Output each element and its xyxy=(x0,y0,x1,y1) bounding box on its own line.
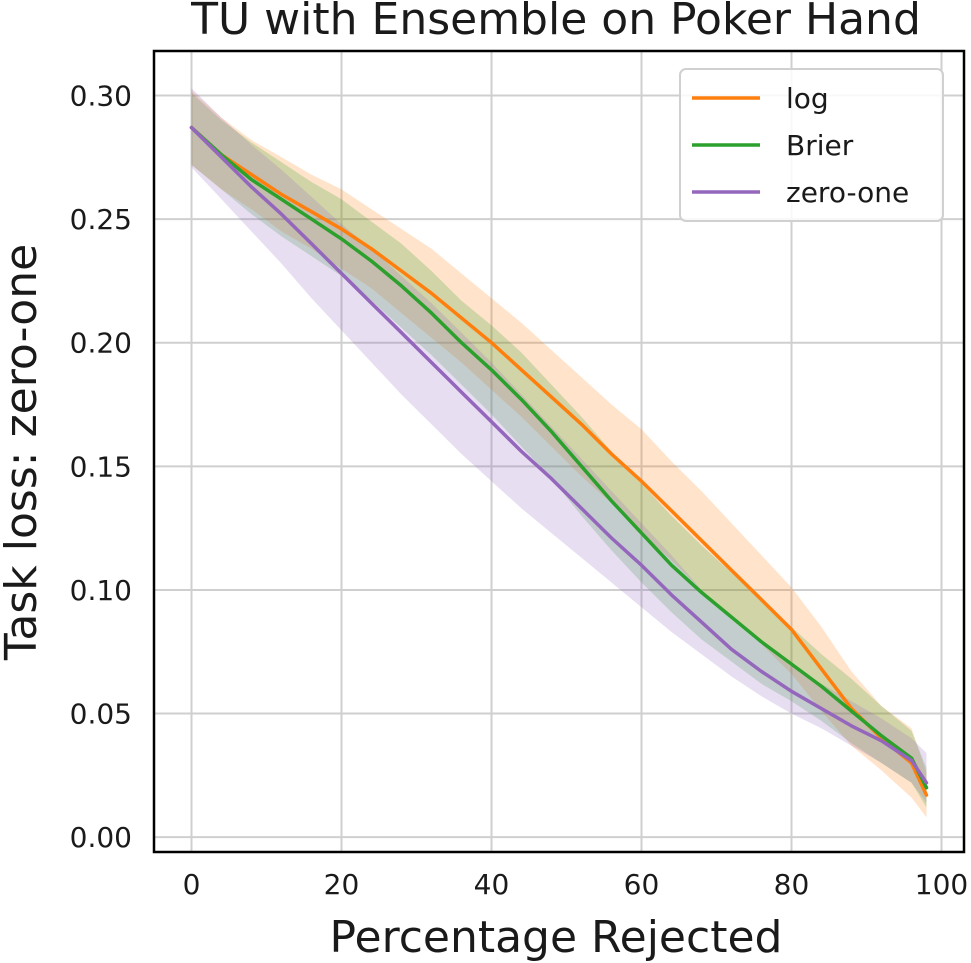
x-tick-label: 80 xyxy=(774,868,810,901)
confidence-band-Brier xyxy=(191,93,927,808)
x-axis-title: Percentage Rejected xyxy=(330,912,783,963)
plot-frame xyxy=(152,49,966,854)
confidence-bands xyxy=(191,88,927,818)
y-tick-label: 0.00 xyxy=(70,821,132,854)
series-lines xyxy=(189,125,929,797)
x-tick-label: 0 xyxy=(183,868,201,901)
chart-title: TU with Ensemble on Poker Hand xyxy=(190,0,921,45)
x-tick-label: 100 xyxy=(915,868,968,901)
series-line-zero-one xyxy=(189,125,929,785)
legend-label: Brier xyxy=(786,129,854,162)
y-axis-ticks: 0.00 0.05 0.10 0.15 0.20 0.25 0.30 xyxy=(70,80,132,855)
series-line-Brier xyxy=(189,125,929,790)
y-tick-label: 0.25 xyxy=(70,203,132,236)
legend-label: zero-one xyxy=(786,176,909,209)
x-axis-ticks: 0 20 40 60 80 100 xyxy=(183,868,969,901)
x-tick-label: 60 xyxy=(624,868,660,901)
legend-box xyxy=(679,68,944,222)
y-axis-title: Task loss: zero-one xyxy=(0,244,47,661)
legend: log Brier zero-one xyxy=(679,68,944,222)
legend-label: log xyxy=(786,82,829,115)
x-tick-label: 40 xyxy=(474,868,510,901)
confidence-band-zero-one xyxy=(191,88,927,803)
confidence-band-log xyxy=(191,90,927,818)
y-tick-label: 0.15 xyxy=(70,450,132,483)
series-line-log xyxy=(189,125,929,797)
y-tick-label: 0.05 xyxy=(70,698,132,731)
y-tick-label: 0.30 xyxy=(70,80,132,113)
y-tick-label: 0.20 xyxy=(70,327,132,360)
x-tick-label: 20 xyxy=(324,868,360,901)
y-tick-label: 0.10 xyxy=(70,574,132,607)
